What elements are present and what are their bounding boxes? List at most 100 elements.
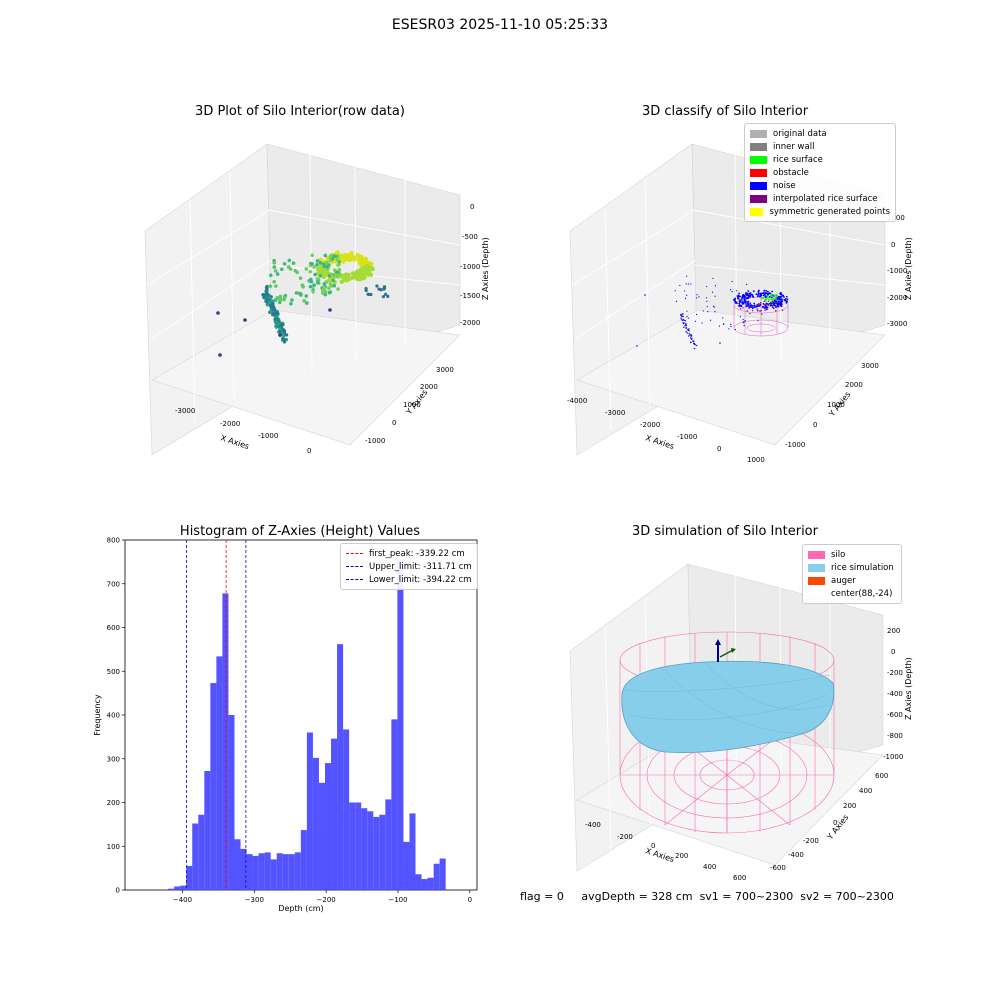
interpolated-point bbox=[774, 310, 777, 312]
raw-point bbox=[312, 265, 317, 269]
histogram-bar bbox=[294, 852, 301, 890]
raw-point bbox=[272, 265, 277, 269]
histogram-title: Histogram of Z-Axies (Height) Values bbox=[179, 524, 421, 539]
noise-point bbox=[690, 334, 693, 336]
noise-point bbox=[686, 275, 688, 277]
noise-point bbox=[730, 289, 732, 291]
interpolated-point bbox=[756, 309, 759, 312]
noise-point bbox=[756, 304, 759, 306]
interpolated-point bbox=[765, 304, 767, 306]
legend-line bbox=[346, 579, 363, 580]
cls-y-tick-5: 3000 bbox=[861, 362, 879, 370]
noise-point bbox=[683, 290, 686, 292]
raw-point bbox=[269, 304, 273, 309]
raw-point bbox=[377, 287, 381, 291]
noise-point bbox=[737, 295, 739, 298]
noise-point bbox=[684, 297, 687, 299]
raw-point bbox=[335, 250, 340, 255]
noise-point bbox=[769, 292, 771, 295]
histogram-bar bbox=[367, 811, 374, 890]
raw-point bbox=[268, 273, 273, 278]
raw-point bbox=[274, 284, 278, 288]
noise-point bbox=[744, 299, 747, 302]
legend-item-interpolated: interpolated rice surface bbox=[750, 192, 890, 205]
interpolated-point bbox=[751, 309, 754, 312]
noise-point bbox=[751, 293, 754, 296]
interpolated-point bbox=[759, 310, 761, 312]
raw-point bbox=[308, 284, 313, 289]
legend-item-obstacle: obstacle bbox=[750, 166, 890, 179]
noise-point bbox=[755, 293, 758, 296]
raw-point bbox=[332, 268, 337, 273]
raw-point bbox=[265, 286, 269, 291]
noise-point bbox=[679, 284, 681, 286]
interpolated-point bbox=[764, 306, 767, 308]
interpolated-point bbox=[742, 307, 744, 309]
noise-point bbox=[712, 277, 714, 279]
raw-point bbox=[315, 276, 320, 281]
interpolated-point bbox=[756, 308, 758, 310]
raw-point bbox=[366, 292, 370, 296]
noise-point bbox=[771, 290, 774, 293]
noise-point bbox=[777, 300, 780, 303]
raw-point bbox=[369, 261, 374, 267]
raw-point bbox=[311, 290, 315, 294]
classify-legend: original data inner wall rice surface ob… bbox=[744, 123, 896, 222]
noise-point bbox=[705, 285, 708, 288]
sim-z-tick-7: -1000 bbox=[883, 753, 903, 761]
sv2-text: sv2 = 700~2300 bbox=[800, 890, 894, 903]
noise-point bbox=[681, 315, 683, 318]
raw-point bbox=[386, 294, 390, 298]
raw-point bbox=[318, 261, 323, 265]
raw-x-tick-2: -2000 bbox=[220, 420, 240, 428]
raw-point bbox=[321, 291, 325, 295]
raw-point bbox=[315, 280, 320, 285]
noise-point bbox=[748, 294, 751, 296]
noise-point bbox=[756, 295, 759, 298]
interpolated-point bbox=[767, 300, 770, 303]
histogram-bar bbox=[349, 802, 356, 890]
legend-label: interpolated rice surface bbox=[773, 193, 878, 204]
noise-point bbox=[689, 334, 691, 336]
interpolated-point bbox=[768, 303, 771, 305]
noise-point bbox=[685, 330, 687, 333]
flag-text: flag = 0 bbox=[520, 890, 564, 903]
histogram-bar bbox=[343, 729, 350, 890]
raw-point bbox=[312, 283, 316, 287]
histogram-bar bbox=[300, 830, 307, 890]
histogram-bar bbox=[222, 593, 229, 890]
sim-x-tick-5: 400 bbox=[703, 863, 716, 871]
noise-point bbox=[762, 292, 765, 295]
noise-point bbox=[751, 306, 753, 308]
sim-y-tick-7: 600 bbox=[875, 772, 888, 780]
noise-point bbox=[786, 301, 788, 303]
noise-point bbox=[786, 298, 789, 301]
noise-point bbox=[743, 296, 746, 299]
noise-point bbox=[712, 305, 714, 307]
raw-point bbox=[318, 274, 323, 278]
noise-point bbox=[685, 283, 687, 285]
noise-point bbox=[684, 325, 686, 327]
rice-surface-point bbox=[768, 298, 770, 301]
noise-point bbox=[780, 299, 783, 302]
x-tick-label: −400 bbox=[173, 896, 192, 904]
raw-point bbox=[383, 292, 388, 296]
cls-x-axis-label: X Axies bbox=[644, 433, 675, 451]
raw-point bbox=[342, 277, 348, 283]
legend-item-original-data: original data bbox=[750, 127, 890, 140]
rice-surface-point bbox=[769, 294, 772, 297]
sim-y-tick-1: -600 bbox=[770, 864, 786, 872]
legend-label: Upper_limit: -311.71 cm bbox=[369, 561, 472, 572]
interpolated-point bbox=[758, 303, 760, 305]
noise-point bbox=[746, 300, 749, 303]
noise-point bbox=[702, 310, 704, 312]
histogram-chart: −400 −300 −200 −100 0 0 100 200 300 400 500 600 700… bbox=[93, 537, 478, 913]
legend-label: rice simulation bbox=[831, 562, 894, 573]
interpolated-point bbox=[764, 309, 766, 311]
cls-y-tick-1: -1000 bbox=[785, 441, 805, 449]
legend-item-rice-simulation: rice simulation bbox=[808, 561, 896, 574]
raw-point bbox=[337, 272, 342, 276]
raw-point bbox=[280, 267, 284, 272]
noise-point bbox=[747, 302, 749, 305]
raw-point bbox=[275, 296, 280, 301]
